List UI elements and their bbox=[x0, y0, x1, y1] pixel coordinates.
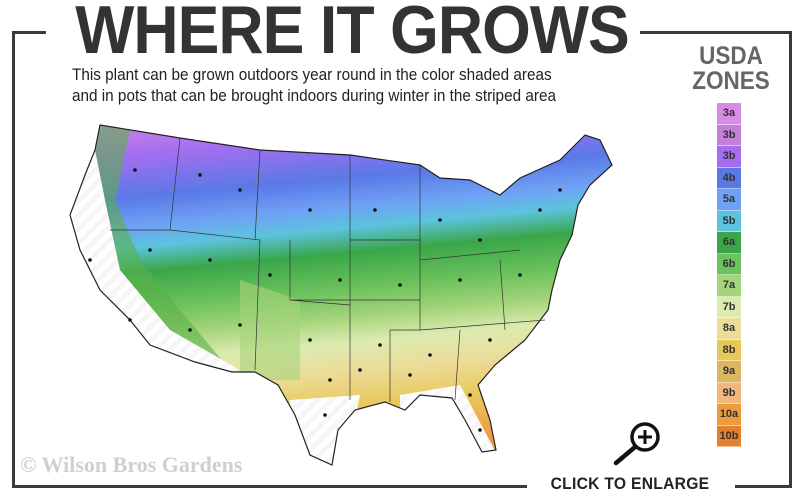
frame-bottom-left bbox=[12, 485, 527, 488]
zoom-in-icon[interactable] bbox=[608, 420, 664, 468]
legend-zone-7a: 7a bbox=[717, 275, 741, 297]
legend-zone-5b: 5b bbox=[717, 210, 741, 232]
legend-zone-4b: 4b bbox=[717, 167, 741, 189]
legend-title-line-2: ZONES bbox=[692, 67, 770, 95]
zone-legend: 3a 3b 3b 4b 5a 5b 6a 6b 7a 7b 8a 8b 9a 9b 10a 10b bbox=[717, 103, 741, 447]
legend-zone-10a: 10a bbox=[717, 404, 741, 426]
legend-zone-6b: 6b bbox=[717, 253, 741, 275]
frame-top-left bbox=[12, 31, 46, 34]
city-dots bbox=[88, 168, 562, 432]
click-to-enlarge-button[interactable]: CLICK TO ENLARGE bbox=[550, 474, 710, 493]
legend-zone-8a: 8a bbox=[717, 318, 741, 340]
legend-zone-5a: 5a bbox=[717, 189, 741, 211]
legend-zone-3b: 3b bbox=[717, 124, 741, 146]
frame-left bbox=[12, 31, 15, 488]
legend-zone-10b: 10b bbox=[717, 425, 741, 447]
legend-zone-3b: 3b bbox=[717, 146, 741, 168]
legend-zone-3a: 3a bbox=[717, 103, 741, 125]
legend-zone-6a: 6a bbox=[717, 232, 741, 254]
subtitle-line-2: and in pots that can be brought indoors … bbox=[72, 86, 556, 105]
frame-right bbox=[789, 31, 792, 488]
frame-top-right bbox=[640, 31, 792, 34]
frame-bottom-right bbox=[735, 485, 792, 488]
legend-zone-9a: 9a bbox=[717, 361, 741, 383]
page-title: WHERE IT GROWS bbox=[75, 0, 630, 68]
subtitle-line-1: This plant can be grown outdoors year ro… bbox=[72, 65, 552, 84]
legend-zone-9b: 9b bbox=[717, 382, 741, 404]
subtitle: This plant can be grown outdoors year ro… bbox=[72, 64, 556, 106]
copyright-watermark: © Wilson Bros Gardens bbox=[20, 452, 243, 477]
legend-title: USDA ZONES bbox=[682, 44, 781, 94]
legend-zone-7b: 7b bbox=[717, 296, 741, 318]
legend-zone-8b: 8b bbox=[717, 339, 741, 361]
legend-title-line-1: USDA bbox=[699, 42, 763, 70]
state-borders bbox=[110, 137, 546, 402]
